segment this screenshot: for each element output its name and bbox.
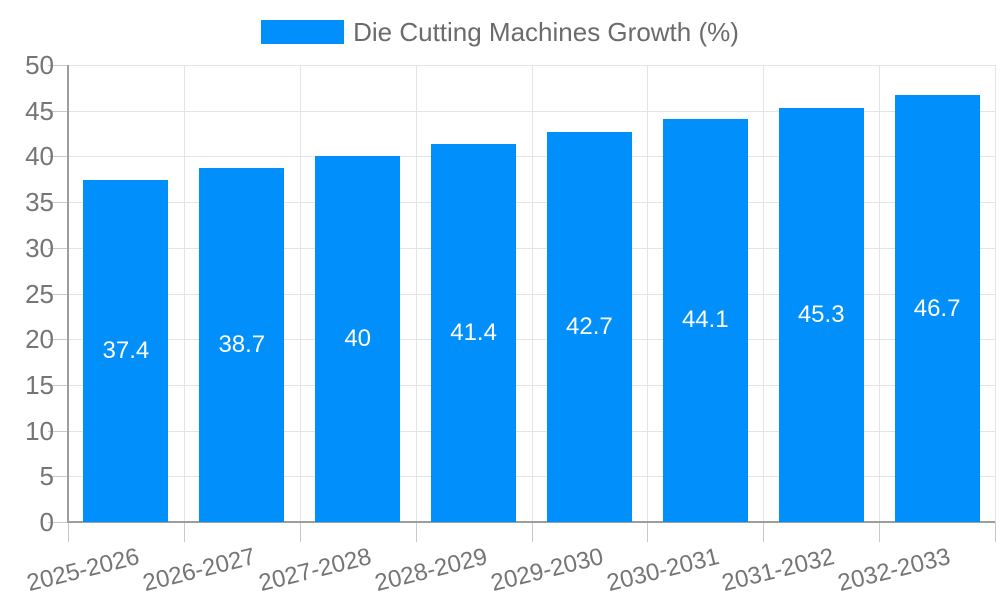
x-tick: [299, 522, 301, 542]
bar[interactable]: 42.7: [546, 131, 632, 522]
v-gridline: [415, 65, 417, 522]
bar[interactable]: 45.3: [778, 108, 864, 522]
x-tick-label: 2029-2030: [487, 543, 606, 597]
chart-legend[interactable]: Die Cutting Machines Growth (%): [0, 18, 1000, 46]
y-tick: [48, 65, 68, 66]
bar-value-label: 40: [344, 325, 372, 353]
y-tick-label: 50: [25, 50, 54, 80]
x-tick-label: 2027-2028: [256, 543, 374, 597]
y-tick-label: 30: [25, 232, 54, 263]
bar-value-label: 37.4: [102, 337, 150, 365]
y-tick: [48, 247, 68, 249]
y-tick-label: 45: [25, 95, 54, 126]
y-tick: [48, 293, 68, 295]
y-tick: [48, 430, 68, 432]
x-tick-label: 2031-2032: [719, 543, 838, 597]
x-tick-label: 2025-2026: [24, 543, 143, 597]
v-gridline: [647, 65, 649, 522]
x-tick: [879, 522, 881, 542]
y-tick-label: 5: [39, 461, 54, 492]
y-tick: [48, 110, 68, 112]
bar-value-label: 45.3: [797, 301, 845, 328]
v-gridline: [183, 65, 185, 522]
bar-value-label: 41.4: [450, 318, 497, 346]
x-tick: [995, 522, 996, 542]
y-tick: [48, 156, 68, 158]
v-gridline: [879, 65, 881, 522]
v-gridline: [763, 65, 765, 522]
y-tick-label: 0: [39, 507, 54, 537]
legend-swatch: [261, 20, 345, 44]
y-tick-label: 10: [25, 415, 54, 446]
bar-value-label: 44.1: [681, 306, 729, 334]
bar[interactable]: 38.7: [199, 168, 285, 522]
x-tick-label: 2032-2033: [835, 543, 954, 597]
x-tick-label: 2026-2027: [140, 543, 259, 597]
y-tick: [48, 384, 68, 386]
legend-label: Die Cutting Machines Growth (%): [353, 17, 739, 47]
x-axis-line: [67, 521, 995, 523]
y-tick-label: 20: [25, 324, 54, 355]
bar[interactable]: 37.4: [83, 180, 169, 522]
bar[interactable]: 46.7: [894, 95, 980, 522]
y-tick-label: 15: [25, 369, 54, 400]
y-tick: [48, 522, 68, 523]
y-tick-label: 40: [25, 141, 54, 172]
bar[interactable]: 41.4: [431, 143, 517, 522]
y-tick: [48, 339, 68, 341]
bar[interactable]: 44.1: [662, 118, 748, 522]
v-gridline: [299, 65, 301, 522]
x-tick: [415, 522, 417, 542]
x-tick: [531, 522, 533, 542]
x-tick: [763, 522, 765, 542]
x-tick-label: 2028-2029: [371, 543, 490, 597]
v-gridline: [531, 65, 533, 522]
y-tick-label: 25: [25, 278, 54, 309]
x-tick: [183, 522, 185, 542]
bar-value-label: 42.7: [566, 312, 613, 340]
x-tick: [647, 522, 649, 542]
y-tick: [48, 202, 68, 204]
x-tick: [68, 522, 69, 542]
y-tick: [48, 476, 68, 478]
x-tick-label: 2030-2031: [603, 543, 722, 597]
y-tick-label: 35: [25, 187, 54, 218]
bar-value-label: 46.7: [913, 294, 961, 322]
y-axis-line: [67, 65, 69, 522]
v-gridline: [995, 65, 996, 522]
bar-value-label: 38.7: [218, 331, 266, 359]
bar[interactable]: 40: [315, 156, 401, 522]
